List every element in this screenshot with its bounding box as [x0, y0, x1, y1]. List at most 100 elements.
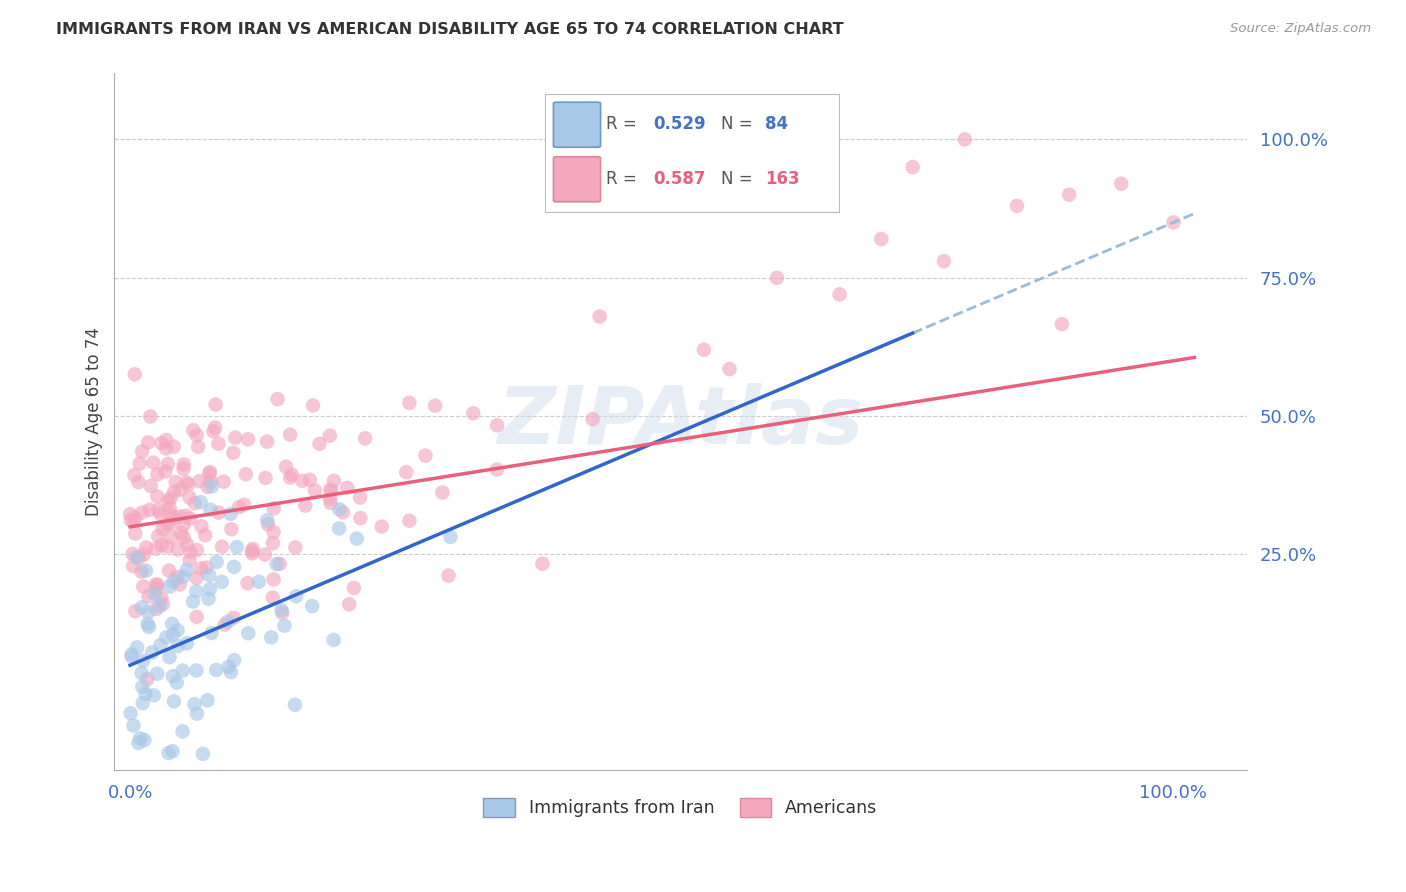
Point — [195, 560, 218, 574]
Point — [162, 574, 184, 589]
Point — [278, 427, 301, 442]
Point — [319, 428, 342, 442]
Point — [155, 433, 177, 447]
Point — [218, 659, 240, 673]
Point — [173, 462, 195, 476]
Point — [200, 503, 222, 517]
Text: Source: ZipAtlas.com: Source: ZipAtlas.com — [1230, 22, 1371, 36]
Point — [127, 640, 149, 655]
Point — [240, 544, 263, 558]
Point — [281, 467, 304, 482]
Point — [162, 744, 184, 758]
Point — [131, 666, 153, 681]
Point — [136, 435, 159, 450]
Point — [186, 543, 208, 558]
Point — [197, 591, 219, 606]
Point — [198, 568, 221, 582]
Legend: Immigrants from Iran, Americans: Immigrants from Iran, Americans — [477, 791, 884, 824]
Point — [176, 636, 198, 650]
Point — [127, 475, 149, 489]
Point — [271, 606, 294, 620]
Point — [423, 399, 446, 413]
Point — [138, 502, 160, 516]
Point — [149, 599, 172, 613]
Point — [159, 580, 181, 594]
Point — [146, 467, 169, 482]
Point — [169, 509, 191, 524]
Point — [172, 724, 194, 739]
Point — [159, 650, 181, 665]
Point — [284, 541, 307, 555]
Point — [201, 626, 224, 640]
Point — [190, 561, 212, 575]
Point — [142, 801, 165, 815]
Point — [174, 508, 197, 523]
Point — [146, 577, 169, 591]
Point — [197, 480, 219, 494]
Point — [197, 693, 219, 707]
Point — [217, 615, 239, 629]
Point — [181, 423, 204, 437]
Point — [953, 132, 976, 146]
Point — [222, 559, 245, 574]
Point — [581, 412, 603, 426]
Point — [398, 396, 420, 410]
Point — [160, 530, 183, 544]
Point — [205, 663, 228, 677]
Point — [1005, 199, 1028, 213]
Point — [173, 458, 195, 472]
Point — [437, 568, 460, 582]
Point — [370, 519, 392, 533]
Point — [219, 507, 242, 521]
Point — [298, 473, 321, 487]
Point — [319, 483, 342, 497]
Point — [222, 446, 245, 460]
Point — [159, 491, 181, 505]
Point — [186, 664, 208, 678]
Point — [200, 474, 222, 488]
Point — [179, 545, 201, 559]
Point — [145, 602, 167, 616]
Point — [225, 540, 247, 554]
Point — [256, 513, 278, 527]
Point — [145, 541, 167, 556]
Point — [187, 440, 209, 454]
Point — [222, 611, 245, 625]
Point — [270, 603, 292, 617]
Point — [172, 518, 194, 533]
Point — [169, 483, 191, 497]
Point — [163, 694, 186, 708]
Point — [337, 597, 360, 611]
Point — [131, 565, 153, 579]
Point — [322, 632, 344, 647]
Point — [242, 541, 264, 556]
Point — [148, 529, 170, 543]
Point — [205, 555, 228, 569]
Point — [398, 514, 420, 528]
Point — [146, 666, 169, 681]
Point — [169, 577, 191, 591]
Point — [179, 491, 201, 505]
Point — [135, 687, 157, 701]
Point — [395, 465, 418, 479]
Point — [170, 525, 193, 540]
Point — [212, 475, 235, 489]
Point — [152, 597, 174, 611]
Point — [149, 507, 172, 521]
Point — [172, 664, 194, 678]
Point — [156, 457, 179, 471]
Point — [160, 616, 183, 631]
Point — [188, 474, 211, 488]
Text: ZIPAtlas: ZIPAtlas — [498, 383, 863, 460]
Point — [128, 550, 150, 565]
Point — [349, 491, 371, 505]
Point — [183, 697, 205, 711]
Point — [127, 736, 149, 750]
Point — [173, 531, 195, 545]
Point — [766, 270, 789, 285]
Point — [588, 310, 610, 324]
Point — [256, 434, 278, 449]
Point — [263, 573, 285, 587]
Point — [201, 479, 224, 493]
Point — [463, 406, 485, 420]
